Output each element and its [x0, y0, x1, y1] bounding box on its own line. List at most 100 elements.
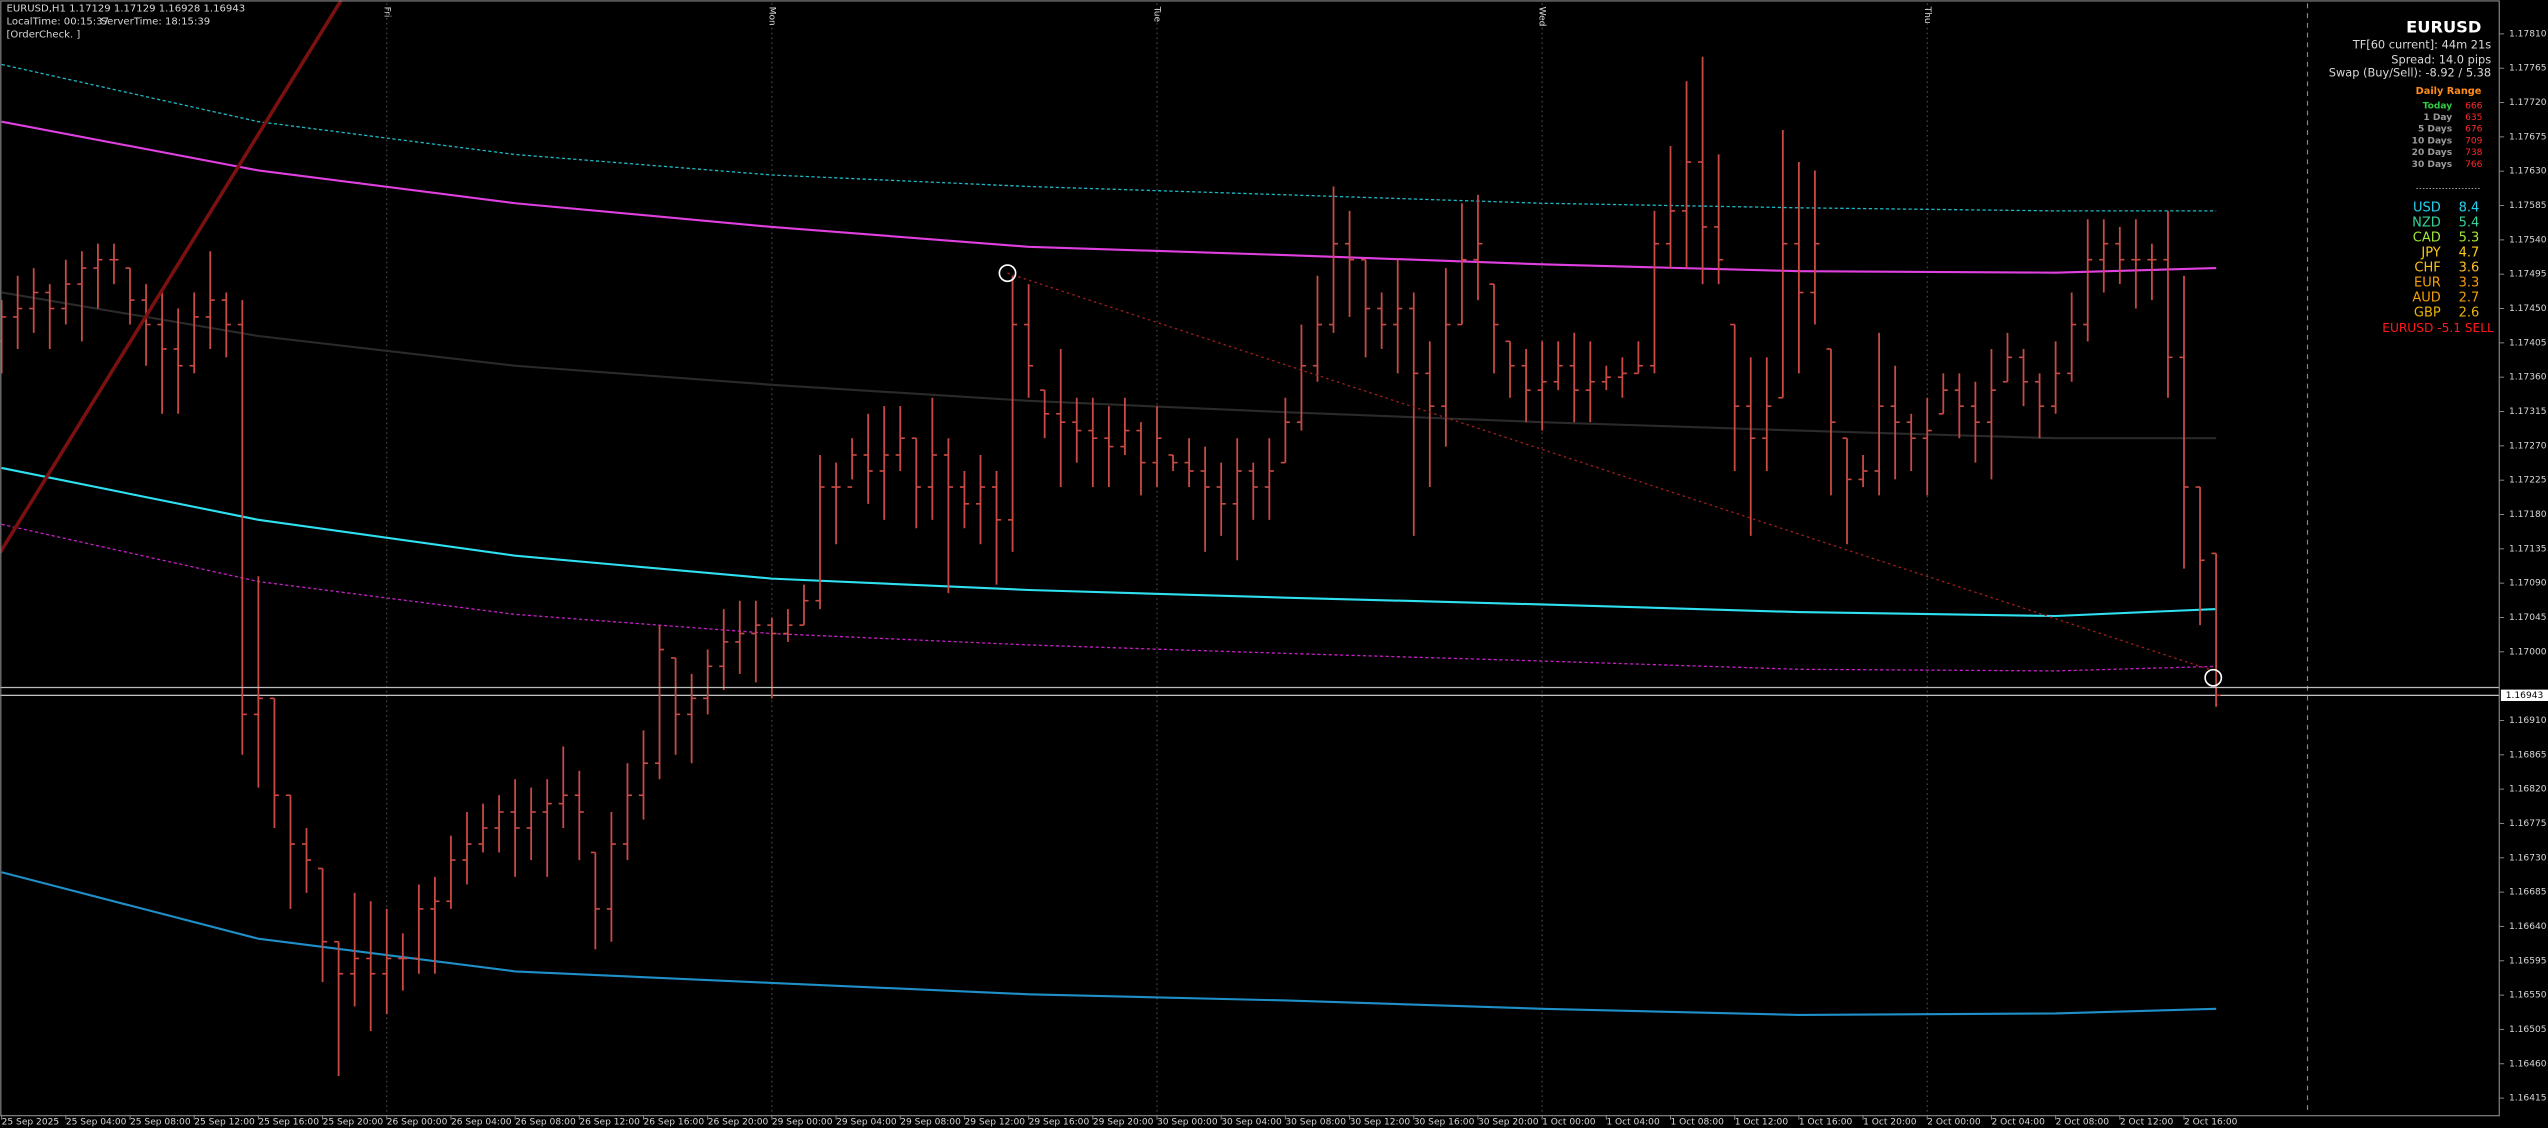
x-tick-label: 2 Oct 16:00	[2184, 1118, 2238, 1128]
x-tick-label: 2 Oct 00:00	[1927, 1118, 1981, 1128]
panel-swap: Swap (Buy/Sell): -8.92 / 5.38	[2329, 65, 2491, 79]
marker[interactable]	[998, 264, 1017, 283]
y-tick-label: 1.16415	[2509, 1094, 2547, 1104]
x-tick-label: 25 Sep 12:00	[194, 1118, 255, 1128]
currency: NZD	[2412, 216, 2441, 231]
marker[interactable]	[2204, 668, 2223, 687]
y-tick-label: 1.16505	[2509, 1025, 2547, 1035]
day-label: Mon	[766, 7, 776, 26]
y-tick-label: 1.17720	[2509, 98, 2547, 108]
currency: GBP	[2414, 305, 2441, 320]
panel-timer: TF[60 current]: 44m 21s	[2352, 38, 2491, 52]
y-tick-label: 1.16685	[2509, 888, 2547, 898]
x-tick-label: 30 Sep 12:00	[1350, 1118, 1411, 1128]
indicator-line	[1, 120, 2217, 274]
y-tick-label: 1.17810	[2509, 29, 2547, 39]
x-tick-label: 26 Sep 04:00	[451, 1118, 512, 1128]
x-tick-label: 30 Sep 20:00	[1478, 1118, 1539, 1128]
bid-label-box	[2500, 689, 2548, 701]
y-tick-label: 1.17630	[2509, 167, 2547, 177]
x-tick-label: 26 Sep 20:00	[708, 1118, 769, 1128]
currency-strength: 5.4	[2459, 216, 2480, 231]
x-tick-label: 30 Sep 08:00	[1285, 1118, 1346, 1128]
y-tick-label: 1.16550	[2509, 991, 2547, 1001]
y-tick-label: 1.17270	[2509, 441, 2547, 451]
indicator-line	[1, 523, 2217, 672]
range-value: 766	[2465, 160, 2483, 170]
local-time: LocalTime: 00:15:37	[7, 16, 110, 27]
symbol-line: EURUSD,H1 1.17129 1.17129 1.16928 1.1694…	[7, 3, 246, 14]
x-tick-label: 2 Oct 12:00	[2120, 1118, 2174, 1128]
x-tick-label: 1 Oct 20:00	[1863, 1118, 1917, 1128]
range-value: 738	[2465, 148, 2483, 158]
currency: CHF	[2414, 260, 2440, 275]
y-tick-label: 1.17405	[2509, 338, 2547, 348]
x-tick-label: 25 Sep 16:00	[258, 1118, 319, 1128]
x-tick-label: 26 Sep 08:00	[515, 1118, 576, 1128]
range-label: 10 Days	[2412, 136, 2453, 146]
day-label: Tue	[1152, 6, 1162, 23]
x-tick-label: 30 Sep 16:00	[1414, 1118, 1475, 1128]
x-tick-label: 2 Oct 04:00	[1991, 1118, 2045, 1128]
range-label: Today	[2423, 101, 2453, 111]
y-tick-label: 1.16775	[2509, 819, 2547, 829]
currency-strength: 2.7	[2459, 290, 2480, 305]
y-tick-label: 1.16595	[2509, 956, 2547, 966]
y-tick-label: 1.17000	[2509, 647, 2547, 657]
currency: EUR	[2414, 275, 2441, 290]
currency-strength: 8.4	[2459, 201, 2480, 216]
y-tick-label: 1.17450	[2509, 304, 2547, 314]
x-tick-label: 25 Sep 20:00	[323, 1118, 384, 1128]
trend-line[interactable]	[0, 0, 343, 554]
indicator-line	[1, 466, 2217, 618]
y-tick-label: 1.17765	[2509, 64, 2547, 74]
x-tick-label: 1 Oct 12:00	[1735, 1118, 1789, 1128]
x-tick-label: 1 Oct 00:00	[1542, 1118, 1596, 1128]
y-tick-label: 1.17360	[2509, 373, 2547, 383]
y-tick-label: 1.17045	[2509, 613, 2547, 623]
range-value: 635	[2465, 113, 2482, 123]
bid-label: 1.16943	[2506, 691, 2544, 701]
x-tick-label: 29 Sep 00:00	[772, 1118, 833, 1128]
range-title: Daily Range	[2416, 86, 2482, 97]
y-tick-label: 1.16865	[2509, 750, 2547, 760]
range-label: 30 Days	[2412, 160, 2453, 170]
currency-strength: 3.3	[2459, 275, 2480, 290]
range-label: 5 Days	[2418, 125, 2452, 135]
indicator-line	[1, 63, 2217, 212]
x-tick-label: 1 Oct 04:00	[1606, 1118, 1660, 1128]
y-tick-label: 1.17180	[2509, 510, 2547, 520]
x-tick-label: 29 Sep 16:00	[1029, 1118, 1090, 1128]
x-tick-label: 29 Sep 20:00	[1093, 1118, 1154, 1128]
panel-symbol: EURUSD	[2406, 17, 2481, 36]
y-tick-label: 1.17135	[2509, 544, 2547, 554]
x-tick-label: 29 Sep 04:00	[836, 1118, 897, 1128]
x-tick-label: 1 Oct 08:00	[1671, 1118, 1725, 1128]
bar-layer	[0, 56, 2221, 1076]
day-label: Fri	[381, 7, 391, 18]
y-tick-label: 1.16730	[2509, 853, 2547, 863]
x-tick-label: 25 Sep 04:00	[66, 1118, 127, 1128]
range-label: 20 Days	[2412, 148, 2453, 158]
x-tick-label: 25 Sep 2025	[2, 1118, 60, 1128]
currency: USD	[2413, 201, 2441, 216]
range-value: 676	[2465, 125, 2483, 135]
range-value: 666	[2465, 101, 2483, 111]
currency-strength: 5.3	[2459, 231, 2480, 246]
x-tick-label: 26 Sep 16:00	[644, 1118, 705, 1128]
x-tick-label: 29 Sep 12:00	[964, 1118, 1025, 1128]
y-tick-label: 1.17540	[2509, 235, 2547, 245]
x-tick-label: 2 Oct 08:00	[2056, 1118, 2110, 1128]
signal: EURUSD -5.1 SELL	[2382, 321, 2494, 335]
y-tick-label: 1.17090	[2509, 579, 2547, 589]
day-label: Thu	[1922, 6, 1932, 24]
currency: JPY	[2420, 245, 2440, 260]
info-panel: EURUSD TF[60 current]: 44m 21s Spread: 1…	[2329, 17, 2494, 335]
currency-strength: 2.6	[2459, 305, 2480, 320]
projection-line[interactable]	[1007, 272, 2211, 671]
x-tick-label: 30 Sep 04:00	[1221, 1118, 1282, 1128]
x-tick-label: 30 Sep 00:00	[1157, 1118, 1218, 1128]
